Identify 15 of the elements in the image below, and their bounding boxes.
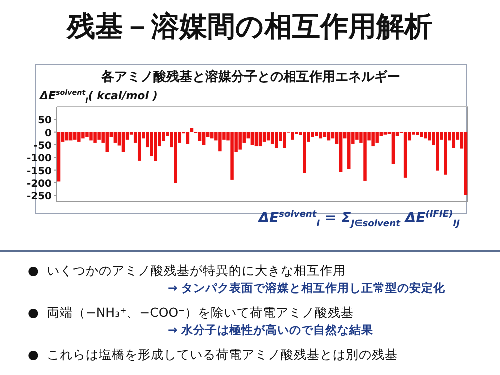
y-tick-label: -250 (26, 192, 52, 203)
text: ● これらは塩橋を形成している荷電アミノ酸残基とは別の残基 (28, 347, 398, 364)
text: → タンパク表面で溶媒と相互作用し正常型の安定化 (168, 281, 446, 296)
chart-subtitle: 各アミノ酸残基と溶媒分子との相互作用エネルギー (100, 68, 402, 86)
y-tick-label: 0 (45, 128, 52, 140)
text: → 水分子は極性が高いので自然な結果 (168, 323, 374, 338)
y-axis-title: ΔE$^{solvent}$$_{I}$( kcal/mol ) (40, 88, 158, 105)
y-tick-label: -100 (26, 154, 52, 165)
y-tick-label: -150 (26, 166, 52, 178)
y-tick-label: 50 (38, 116, 52, 127)
text: ● いくつかのアミノ酸残基が特異的に大きな相互作用 (28, 263, 346, 280)
y-tick-label: -200 (26, 179, 52, 190)
y-tick-label: -50 (34, 141, 52, 152)
chart-title: 残基－溶媒間の相互作用解析 (66, 9, 434, 45)
text: ● 両端（−NH₃⁺、−COO⁻）を除いて荷電アミノ酸残基 (28, 305, 354, 322)
